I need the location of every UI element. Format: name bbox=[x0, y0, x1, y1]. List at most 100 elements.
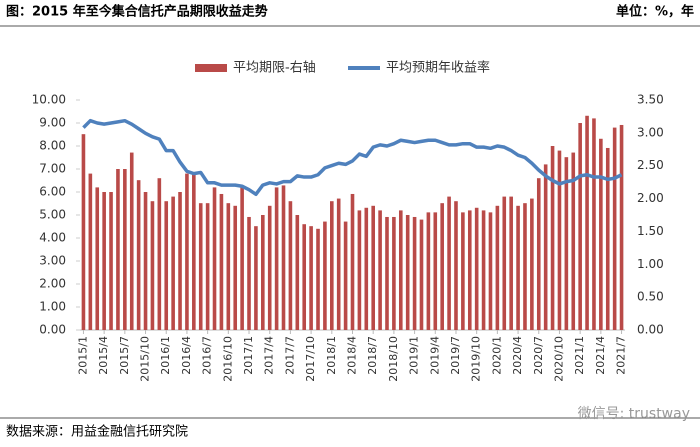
x-tick-label: 2020/4 bbox=[511, 336, 524, 375]
bar bbox=[516, 205, 520, 330]
bar bbox=[543, 164, 548, 330]
x-tick-label: 2021/7 bbox=[615, 336, 628, 375]
bar bbox=[357, 210, 362, 330]
y-tick-label: 5.00 bbox=[39, 208, 66, 222]
watermark: 微信号: trustway bbox=[578, 406, 690, 422]
y2-tick-label: 3.50 bbox=[637, 93, 664, 107]
bar bbox=[564, 157, 569, 330]
y-tick-label: 1.00 bbox=[39, 300, 66, 314]
bar bbox=[585, 115, 589, 331]
bar bbox=[336, 198, 341, 330]
bar bbox=[454, 201, 458, 330]
bar bbox=[378, 210, 382, 330]
bar bbox=[536, 178, 541, 330]
bar bbox=[81, 134, 86, 330]
bar bbox=[592, 118, 596, 331]
bar bbox=[412, 216, 417, 330]
bar bbox=[109, 192, 113, 330]
y-tick-label: 0.00 bbox=[39, 323, 66, 337]
bar bbox=[281, 185, 286, 330]
chart-title: 图：2015 年至今集合信托产品期限收益走势 bbox=[6, 4, 268, 20]
x-tick-label: 2017/4 bbox=[263, 336, 276, 375]
bar bbox=[502, 196, 507, 330]
bar bbox=[557, 150, 562, 330]
y-tick-label: 10.00 bbox=[32, 93, 66, 107]
bar bbox=[364, 207, 369, 330]
x-tick-label: 2018/1 bbox=[325, 336, 338, 375]
line bbox=[82, 118, 623, 197]
bar bbox=[550, 146, 555, 330]
bar bbox=[226, 203, 231, 330]
x-tick-label: 2017/10 bbox=[304, 336, 317, 382]
bar bbox=[192, 173, 196, 330]
x-tick-label: 2016/4 bbox=[180, 336, 193, 375]
bar bbox=[261, 215, 265, 330]
bar bbox=[316, 228, 320, 330]
x-tick-label: 2015/7 bbox=[118, 336, 131, 375]
x-tick-label: 2017/1 bbox=[242, 336, 255, 375]
x-tick-label: 2018/4 bbox=[346, 336, 359, 375]
bar bbox=[433, 212, 438, 330]
bar bbox=[295, 215, 300, 330]
bar bbox=[495, 205, 500, 330]
unit-label: 单位：%，年 bbox=[616, 4, 694, 20]
x-tick-label: 2018/7 bbox=[366, 336, 379, 375]
bar bbox=[385, 216, 389, 330]
bar bbox=[447, 196, 451, 330]
bar bbox=[302, 224, 307, 330]
bar bbox=[398, 210, 403, 330]
bar bbox=[102, 192, 106, 330]
bar bbox=[405, 215, 410, 330]
bar bbox=[288, 201, 293, 330]
x-tick-label: 2018/10 bbox=[387, 336, 400, 382]
legend-label: 平均期限-右轴 bbox=[233, 61, 316, 76]
bar bbox=[426, 212, 431, 330]
bar bbox=[343, 221, 348, 330]
bar bbox=[488, 212, 493, 330]
bar bbox=[309, 226, 313, 330]
y-tick-label: 8.00 bbox=[39, 139, 66, 153]
bar bbox=[330, 201, 334, 330]
bar bbox=[419, 219, 424, 330]
x-tick-label: 2016/1 bbox=[159, 336, 172, 375]
bar bbox=[88, 173, 93, 330]
y2-tick-label: 1.00 bbox=[637, 257, 664, 271]
bar bbox=[157, 178, 162, 330]
bar bbox=[523, 203, 527, 330]
x-tick-label: 2019/4 bbox=[428, 336, 441, 375]
x-tick-label: 2015/10 bbox=[139, 336, 152, 382]
bar bbox=[164, 201, 169, 330]
bar bbox=[612, 127, 617, 330]
bar bbox=[350, 193, 355, 330]
bar bbox=[129, 152, 134, 330]
y-tick-label: 2.00 bbox=[39, 277, 66, 291]
bar bbox=[136, 180, 141, 330]
bar bbox=[143, 192, 148, 330]
bar bbox=[509, 196, 513, 330]
bar bbox=[619, 124, 624, 330]
x-tick-label: 2021/1 bbox=[573, 336, 586, 375]
bar bbox=[467, 210, 472, 330]
bar bbox=[440, 203, 444, 330]
y2-tick-label: 0.50 bbox=[637, 290, 664, 304]
bar bbox=[178, 192, 182, 330]
x-tick-label: 2021/4 bbox=[594, 336, 607, 375]
bar bbox=[150, 201, 155, 330]
bar bbox=[116, 169, 120, 330]
bar bbox=[95, 187, 100, 330]
y2-tick-label: 0.00 bbox=[637, 323, 664, 337]
legend-label: 平均预期年收益率 bbox=[386, 60, 490, 76]
bar bbox=[219, 193, 224, 330]
bar bbox=[481, 210, 486, 330]
source: 数据来源：用益金融信托研究院 bbox=[6, 424, 188, 440]
x-tick-label: 2016/7 bbox=[201, 336, 214, 375]
x-tick-label: 2019/1 bbox=[408, 336, 421, 375]
x-tick-label: 2019/10 bbox=[470, 336, 483, 382]
x-tick-label: 2020/10 bbox=[552, 336, 565, 382]
y-tick-label: 7.00 bbox=[39, 162, 66, 176]
bar bbox=[392, 216, 396, 330]
bar bbox=[371, 205, 375, 330]
y2-tick-label: 2.00 bbox=[637, 191, 664, 205]
bar bbox=[240, 185, 244, 330]
